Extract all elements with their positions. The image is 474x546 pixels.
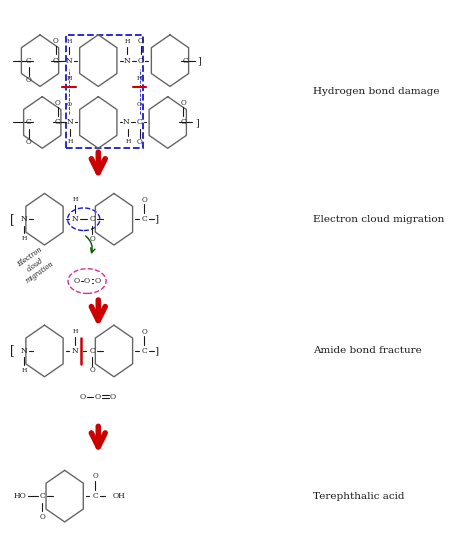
Text: C: C bbox=[39, 492, 45, 500]
Text: C: C bbox=[26, 57, 32, 64]
Text: H: H bbox=[66, 39, 72, 44]
Text: H: H bbox=[66, 75, 72, 81]
Text: O: O bbox=[110, 393, 116, 401]
Text: OH: OH bbox=[113, 492, 126, 500]
Text: N: N bbox=[72, 347, 78, 355]
Text: O: O bbox=[94, 277, 100, 285]
Text: [: [ bbox=[10, 213, 15, 225]
Text: O: O bbox=[80, 393, 86, 401]
Text: O: O bbox=[138, 37, 144, 45]
Text: Terephthalic acid: Terephthalic acid bbox=[313, 491, 405, 501]
Text: O: O bbox=[181, 99, 186, 107]
Text: ]: ] bbox=[195, 118, 199, 127]
Text: O: O bbox=[66, 103, 72, 108]
Text: C: C bbox=[138, 57, 144, 64]
Text: O: O bbox=[90, 235, 95, 242]
Text: C: C bbox=[92, 492, 98, 500]
Text: O: O bbox=[142, 328, 147, 336]
Text: H: H bbox=[126, 139, 131, 144]
Text: O: O bbox=[74, 277, 80, 285]
Text: Amide bond fracture: Amide bond fracture bbox=[313, 347, 422, 355]
Text: Electron cloud migration: Electron cloud migration bbox=[313, 215, 445, 224]
Text: O: O bbox=[84, 277, 90, 285]
Text: O: O bbox=[92, 472, 98, 480]
Text: C: C bbox=[90, 215, 95, 223]
Text: C: C bbox=[181, 118, 186, 127]
Text: [: [ bbox=[10, 345, 15, 358]
Text: N: N bbox=[21, 215, 27, 223]
Text: N: N bbox=[124, 57, 131, 64]
Text: C: C bbox=[183, 57, 189, 64]
Text: HO: HO bbox=[14, 492, 27, 500]
Text: ]: ] bbox=[197, 56, 201, 65]
Text: O: O bbox=[95, 393, 101, 401]
Text: H: H bbox=[22, 236, 27, 241]
Text: C: C bbox=[142, 215, 147, 223]
Text: N: N bbox=[66, 57, 73, 64]
Text: ]: ] bbox=[155, 347, 159, 355]
Text: O: O bbox=[26, 76, 32, 84]
Text: C: C bbox=[55, 118, 61, 127]
Text: N: N bbox=[72, 215, 78, 223]
Text: Electron
cloud
migration: Electron cloud migration bbox=[14, 245, 55, 285]
Text: N: N bbox=[67, 118, 74, 127]
Text: H: H bbox=[125, 39, 130, 44]
Text: C: C bbox=[26, 118, 32, 127]
Text: H: H bbox=[22, 368, 27, 373]
Text: O: O bbox=[90, 366, 95, 375]
Text: N: N bbox=[21, 347, 27, 355]
Text: H: H bbox=[137, 75, 142, 81]
Text: O: O bbox=[137, 103, 142, 108]
Text: O: O bbox=[53, 37, 59, 45]
Text: C: C bbox=[142, 347, 147, 355]
Text: ]: ] bbox=[155, 215, 159, 224]
Text: H: H bbox=[73, 329, 78, 334]
Text: O: O bbox=[26, 138, 32, 146]
Text: O: O bbox=[39, 513, 45, 520]
Text: H: H bbox=[73, 197, 78, 203]
Text: H: H bbox=[68, 139, 73, 144]
Bar bbox=[65, 35, 143, 149]
Text: N: N bbox=[123, 118, 129, 127]
Text: C: C bbox=[90, 347, 95, 355]
Text: O: O bbox=[137, 138, 142, 146]
Text: Hydrogen bond damage: Hydrogen bond damage bbox=[313, 87, 440, 96]
Text: O: O bbox=[142, 196, 147, 204]
Text: O: O bbox=[55, 99, 61, 107]
Text: C: C bbox=[137, 118, 142, 127]
Text: C: C bbox=[53, 57, 59, 64]
